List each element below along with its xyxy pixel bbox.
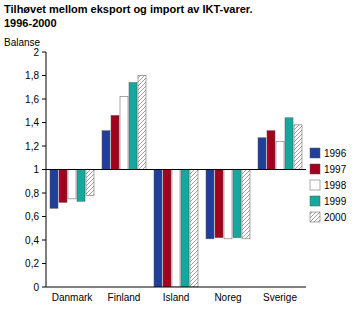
bar <box>77 170 85 202</box>
bar <box>163 170 171 288</box>
bar <box>50 170 58 209</box>
legend-swatch <box>310 196 320 206</box>
bar <box>285 118 293 170</box>
y-tick <box>42 287 46 288</box>
bar <box>154 170 162 288</box>
legend-swatch <box>310 180 320 190</box>
bar <box>206 170 214 239</box>
x-tick-label: Finland <box>108 292 141 303</box>
x-tick-label: Noreg <box>214 292 241 303</box>
y-tick <box>42 263 46 264</box>
y-tick-label: 0,6 <box>25 211 39 222</box>
y-tick-label: 1,8 <box>25 70 39 81</box>
y-tick <box>42 75 46 76</box>
bar <box>294 125 302 170</box>
y-tick-label: 0 <box>33 282 39 293</box>
y-tick <box>42 216 46 217</box>
y-tick <box>42 99 46 100</box>
bar <box>59 170 67 203</box>
legend-label: 1999 <box>324 196 347 207</box>
bar <box>258 138 266 170</box>
subtitle: 1996-2000 <box>4 17 57 29</box>
legend-label: 1998 <box>324 180 347 191</box>
y-tick <box>42 193 46 194</box>
bar <box>111 115 119 169</box>
bar <box>138 76 146 170</box>
bar <box>129 83 137 170</box>
legend-label: 1997 <box>324 164 347 175</box>
bar <box>120 97 128 170</box>
legend-swatch <box>310 148 320 158</box>
bar <box>276 141 284 169</box>
bars <box>50 76 302 288</box>
x-tick-label: Island <box>163 292 190 303</box>
y-tick-label: 0,8 <box>25 188 39 199</box>
y-tick <box>42 52 46 53</box>
bar <box>190 170 198 288</box>
chart: Tilhøvet mellom eksport og import av IKT… <box>0 0 355 318</box>
y-tick <box>42 169 46 170</box>
bar <box>233 170 241 238</box>
bar <box>172 170 180 288</box>
y-tick-label: 1,4 <box>25 117 39 128</box>
bar <box>215 170 223 238</box>
y-tick-label: 1,2 <box>25 141 39 152</box>
y-tick <box>42 240 46 241</box>
y-tick-label: 2 <box>33 47 39 58</box>
x-tick-label: Danmark <box>52 292 94 303</box>
bar <box>242 170 250 239</box>
y-tick-label: 0,2 <box>25 258 39 269</box>
legend-swatch <box>310 212 320 222</box>
bar <box>181 170 189 288</box>
bar <box>68 170 76 199</box>
bar <box>86 170 94 196</box>
x-axis <box>46 287 306 288</box>
y-tick-label: 0,4 <box>25 235 39 246</box>
y-tick <box>42 122 46 123</box>
bar <box>267 131 275 170</box>
legend-label: 2000 <box>324 212 347 223</box>
y-tick-label: 1,6 <box>25 94 39 105</box>
title: Tilhøvet mellom eksport og import av IKT… <box>4 3 253 15</box>
y-tick <box>42 146 46 147</box>
bar <box>102 131 110 170</box>
bar <box>224 170 232 239</box>
legend-label: 1996 <box>324 148 347 159</box>
baseline <box>46 169 306 170</box>
y-tick-label: 1 <box>33 164 39 175</box>
legend-swatch <box>310 164 320 174</box>
x-tick-label: Sverige <box>263 292 297 303</box>
